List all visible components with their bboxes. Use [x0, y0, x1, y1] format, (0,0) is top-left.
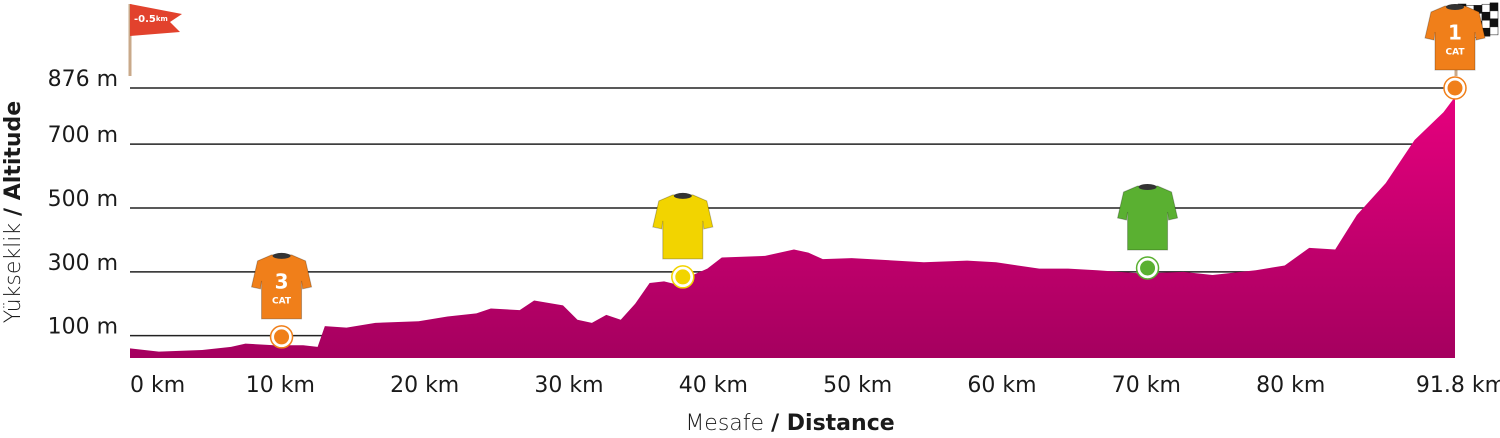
- plot: [130, 96, 1455, 359]
- climb-marker: [652, 192, 714, 289]
- x-tick-label: 30 km: [534, 373, 603, 398]
- climb-marker: [1116, 184, 1179, 280]
- x-title-light: Mesafe: [685, 411, 764, 436]
- markers: 3 CAT 1 CAT: [250, 4, 1486, 349]
- jersey: [1116, 185, 1179, 251]
- jersey-number: 3: [275, 269, 289, 293]
- jersey-collar: [1138, 184, 1157, 190]
- climb-marker: 3 CAT: [250, 252, 313, 349]
- checker-square: [1489, 2, 1499, 12]
- x-axis-title: Mesafe / Distance: [685, 411, 894, 436]
- x-tick-label: 70 km: [1112, 373, 1181, 398]
- jersey-collar: [1446, 4, 1464, 10]
- jersey-number: 1: [1448, 21, 1462, 45]
- x-tick-label: 0 km: [130, 373, 185, 398]
- y-tick-label: 700 m: [48, 123, 118, 148]
- x-tick-label: 50 km: [823, 373, 892, 398]
- marker-ring: [1135, 256, 1160, 280]
- x-tick-label: 10 km: [246, 373, 315, 398]
- x-tick-label: 40 km: [679, 373, 748, 398]
- jersey-cat: CAT: [272, 296, 292, 306]
- marker-point: [1444, 77, 1466, 99]
- y-tick-label: 100 m: [48, 315, 118, 340]
- checker-square: [1489, 18, 1499, 28]
- jersey-cat: CAT: [1445, 48, 1465, 58]
- y-tick-label: 876 m: [48, 67, 118, 92]
- checker-square: [1481, 3, 1491, 13]
- climb-marker: 1 CAT: [1424, 4, 1486, 100]
- jersey: [1424, 5, 1486, 71]
- start-flag: -0.5km: [128, 4, 182, 76]
- y-tick-label: 500 m: [48, 187, 118, 212]
- x-tick-label: 91.8 km: [1416, 373, 1500, 398]
- y-tick-label: 300 m: [48, 251, 118, 276]
- marker-ring: [1443, 76, 1467, 100]
- flag-cloth: [130, 4, 182, 36]
- marker-point: [672, 266, 694, 288]
- marker-point: [1137, 257, 1159, 279]
- checker-square: [1481, 19, 1491, 29]
- y-axis-title: Yükseklik / Altitude: [1, 101, 26, 323]
- x-tick-label: 60 km: [967, 373, 1036, 398]
- marker-point: [271, 326, 293, 348]
- jersey: [652, 194, 714, 260]
- jersey-collar: [673, 192, 692, 199]
- flag-label: -0.5km: [134, 14, 168, 25]
- checker-square: [1481, 11, 1491, 21]
- x-title-bold: / Distance: [771, 411, 895, 436]
- x-tick-label: 80 km: [1256, 373, 1325, 398]
- checker-square: [1489, 26, 1499, 36]
- y-title-light: Yükseklik: [1, 223, 26, 324]
- elevation-area: [130, 96, 1455, 359]
- marker-ring: [269, 325, 294, 349]
- flag-value: -0.5: [134, 14, 156, 25]
- jersey: [250, 254, 313, 320]
- y-title-bold: / Altitude: [1, 101, 26, 216]
- x-tick-label: 20 km: [390, 373, 459, 398]
- checker-square: [1489, 10, 1499, 20]
- marker-ring: [671, 265, 695, 289]
- jersey-collar: [272, 252, 291, 259]
- flag-unit: km: [156, 15, 168, 23]
